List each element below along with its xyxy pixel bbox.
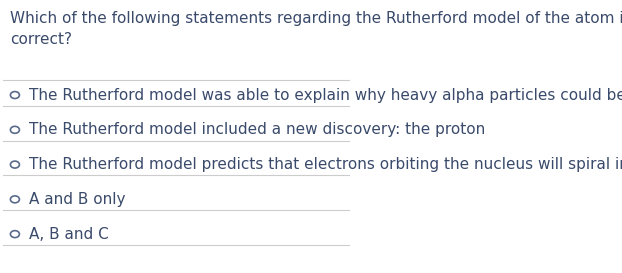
- Circle shape: [11, 161, 19, 168]
- Text: A, B and C: A, B and C: [29, 227, 108, 242]
- Circle shape: [11, 126, 19, 133]
- Text: The Rutherford model included a new discovery: the proton: The Rutherford model included a new disc…: [29, 122, 485, 137]
- Text: The Rutherford model was able to explain why heavy alpha particles could be back: The Rutherford model was able to explain…: [29, 88, 622, 103]
- Text: Which of the following statements regarding the Rutherford model of the atom is
: Which of the following statements regard…: [10, 11, 622, 47]
- Circle shape: [11, 231, 19, 238]
- Circle shape: [11, 196, 19, 203]
- Text: The Rutherford model predicts that electrons orbiting the nucleus will spiral in: The Rutherford model predicts that elect…: [29, 157, 622, 172]
- Text: A and B only: A and B only: [29, 192, 125, 207]
- Circle shape: [11, 91, 19, 99]
